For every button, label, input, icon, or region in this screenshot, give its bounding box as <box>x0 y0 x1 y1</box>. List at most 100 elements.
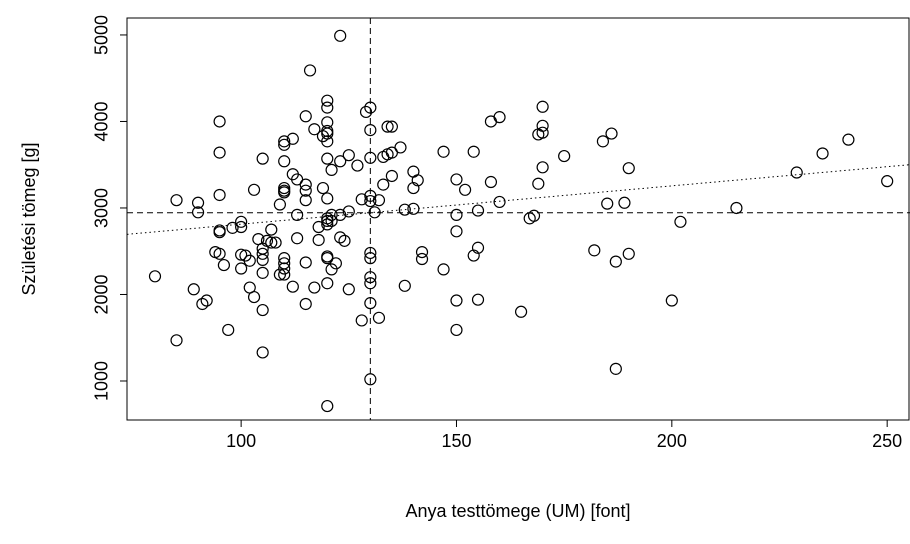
point <box>368 206 381 219</box>
point <box>458 183 472 196</box>
point <box>235 220 248 234</box>
point <box>618 196 631 209</box>
point <box>450 225 463 238</box>
point <box>191 206 205 219</box>
point <box>364 101 377 114</box>
point <box>256 152 269 165</box>
point <box>222 323 235 337</box>
point <box>303 64 317 77</box>
point <box>256 242 269 255</box>
regression-line <box>126 164 910 235</box>
point <box>278 155 291 168</box>
point <box>235 262 248 275</box>
point <box>148 270 162 283</box>
point <box>536 126 549 139</box>
point <box>213 188 226 202</box>
point <box>299 110 312 123</box>
y-tick-label: 2000 <box>92 274 112 314</box>
point <box>321 124 334 138</box>
point <box>278 135 291 148</box>
point <box>278 181 291 195</box>
point <box>217 258 231 272</box>
point <box>415 252 429 266</box>
point <box>471 293 485 306</box>
point <box>471 241 485 254</box>
point <box>372 311 386 324</box>
point <box>256 266 269 279</box>
point <box>364 252 377 265</box>
point <box>816 147 829 160</box>
point <box>450 323 463 337</box>
point <box>170 194 183 207</box>
point <box>415 245 429 259</box>
point <box>493 195 506 209</box>
point <box>299 184 312 197</box>
point <box>213 115 226 128</box>
point <box>299 194 312 207</box>
point <box>321 135 334 148</box>
point <box>321 116 334 129</box>
point <box>622 162 635 175</box>
point <box>278 138 291 151</box>
point <box>407 202 420 215</box>
point <box>359 105 373 119</box>
point <box>200 294 213 307</box>
point <box>527 209 541 222</box>
point <box>299 297 312 311</box>
x-tick-label: 250 <box>872 431 902 451</box>
point <box>291 208 304 221</box>
point <box>364 297 377 310</box>
point <box>308 123 321 136</box>
point <box>364 124 377 137</box>
point <box>265 236 278 249</box>
point <box>334 155 347 168</box>
point <box>881 175 894 188</box>
point <box>364 271 377 284</box>
point <box>471 204 485 217</box>
point <box>605 127 618 140</box>
point <box>269 236 282 249</box>
point <box>278 252 291 265</box>
point <box>213 224 226 237</box>
point <box>273 198 286 211</box>
y-tick-label: 5000 <box>92 15 112 55</box>
point <box>609 255 622 268</box>
x-tick-label: 150 <box>441 431 471 451</box>
point <box>484 175 498 189</box>
point <box>730 201 743 215</box>
point <box>674 215 687 228</box>
point <box>364 246 377 260</box>
point <box>247 290 261 304</box>
y-tick-label: 3000 <box>92 188 112 228</box>
point <box>558 149 571 163</box>
point <box>196 297 209 311</box>
point <box>364 277 377 290</box>
point <box>351 159 364 172</box>
point <box>385 169 398 183</box>
y-axis-label: Születési tömeg [g] <box>19 142 39 295</box>
point <box>256 346 269 359</box>
point <box>321 101 334 114</box>
point <box>338 234 351 247</box>
point <box>596 135 610 148</box>
point <box>273 268 286 281</box>
point <box>842 133 855 146</box>
point <box>243 254 256 267</box>
point <box>321 399 334 413</box>
point <box>342 283 355 296</box>
point <box>355 193 368 206</box>
point <box>536 100 549 113</box>
point <box>312 233 325 247</box>
point <box>321 277 334 290</box>
point <box>187 283 200 296</box>
point <box>299 178 312 191</box>
point <box>342 149 355 162</box>
x-tick-label: 200 <box>657 431 687 451</box>
point <box>407 181 420 195</box>
point <box>622 247 635 260</box>
y-tick-label: 4000 <box>92 101 112 141</box>
point <box>325 263 338 276</box>
point <box>437 145 450 158</box>
x-tick-label: 100 <box>226 431 256 451</box>
